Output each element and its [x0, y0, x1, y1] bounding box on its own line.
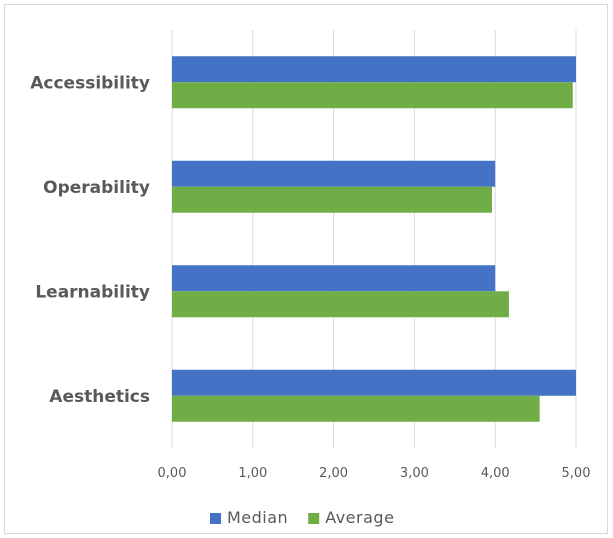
legend-label-median: Median	[227, 508, 288, 527]
legend: Median Average	[210, 508, 394, 527]
bar-average-accessibility	[172, 82, 573, 109]
legend-label-average: Average	[325, 508, 394, 527]
x-tick-label: 3,00	[400, 466, 429, 481]
x-tick-label: 4,00	[481, 466, 510, 481]
x-tick-label: 5,00	[562, 466, 591, 481]
bars	[172, 56, 576, 422]
category-label-aesthetics: Aesthetics	[49, 387, 150, 407]
legend-swatch-median	[210, 513, 221, 524]
bar-median-aesthetics	[172, 369, 576, 396]
x-tick-labels: 0,00 1,00 2,00 3,00 4,00 5,00	[158, 466, 591, 481]
legend-swatch-average	[308, 513, 320, 524]
bar-average-aesthetics	[172, 395, 540, 422]
bar-median-operability	[172, 160, 496, 187]
bar-median-learnability	[172, 265, 496, 292]
category-label-accessibility: Accessibility	[30, 73, 150, 93]
x-tick-label: 0,00	[158, 466, 187, 481]
bar-median-accessibility	[172, 56, 576, 83]
bar-average-learnability	[172, 291, 509, 318]
bar-average-operability	[172, 186, 492, 213]
x-tick-label: 2,00	[319, 466, 348, 481]
category-label-learnability: Learnability	[35, 282, 150, 302]
x-tick-label: 1,00	[238, 466, 267, 481]
category-label-operability: Operability	[43, 178, 150, 198]
category-labels: Aesthetics Learnability Operability Accessi…	[30, 73, 150, 407]
